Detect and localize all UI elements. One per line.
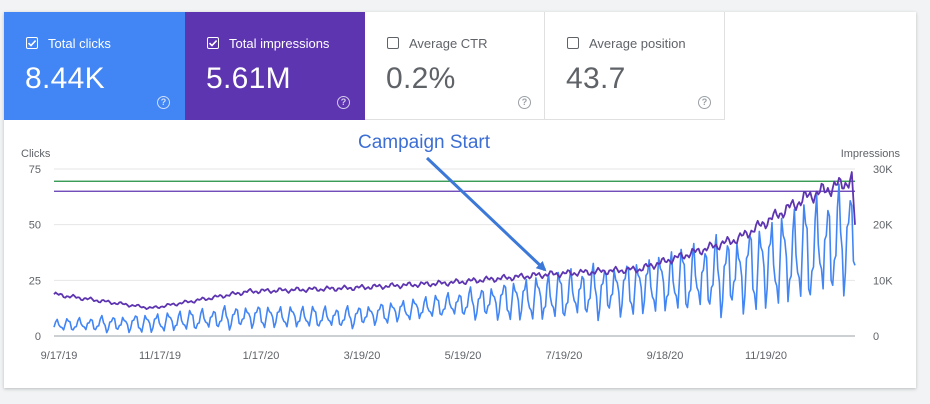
right-tick-label: 30K: [873, 164, 893, 176]
campaign-arrow: [425, 156, 547, 272]
clicks-line: [53, 183, 856, 334]
left-tick-label: 50: [29, 220, 41, 232]
right-tick-label: 0: [873, 331, 879, 343]
performance-card: Total clicks 8.44K ? Total impressions 5…: [4, 12, 916, 388]
average-ctr-value: 0.2%: [386, 62, 456, 95]
average-position-label: Average position: [589, 36, 686, 51]
x-tick-label: 9/18/20: [647, 350, 684, 362]
x-tick-label: 3/19/20: [344, 350, 381, 362]
x-tick-label: 11/17/19: [139, 350, 181, 362]
help-icon[interactable]: ?: [518, 96, 531, 109]
checkbox-unchecked-icon[interactable]: [387, 37, 399, 49]
right-tick-label: 20K: [873, 220, 893, 232]
total-impressions-value: 5.61M: [206, 62, 291, 95]
right-axis-title: Impressions: [841, 148, 901, 160]
total-impressions-tile[interactable]: Total impressions 5.61M ?: [185, 12, 365, 120]
help-icon[interactable]: ?: [698, 96, 711, 109]
checkbox-checked-icon[interactable]: [207, 37, 219, 49]
left-tick-label: 75: [29, 164, 41, 176]
campaign-annotation: Campaign Start: [358, 132, 547, 272]
average-ctr-label: Average CTR: [409, 36, 488, 51]
impressions-line: [53, 171, 856, 311]
total-clicks-tile[interactable]: Total clicks 8.44K ?: [4, 12, 185, 120]
left-axis-title: Clicks: [21, 148, 51, 160]
x-tick-label: 1/17/20: [243, 350, 280, 362]
x-tick-label: 5/19/20: [445, 350, 482, 362]
axes: Clicks Impressions 0 25 50 75 0 10K 20K 30K 9/17…: [21, 148, 901, 362]
total-clicks-value: 8.44K: [25, 62, 105, 95]
total-impressions-label: Total impressions: [229, 36, 330, 51]
campaign-start-label: Campaign Start: [358, 132, 491, 153]
left-tick-label: 25: [29, 275, 41, 287]
x-tick-label: 9/17/19: [41, 350, 78, 362]
help-icon[interactable]: ?: [157, 96, 170, 109]
left-tick-label: 0: [35, 331, 41, 343]
x-tick-label: 11/19/20: [745, 350, 787, 362]
average-position-value: 43.7: [566, 62, 626, 95]
series-lines: [53, 171, 856, 334]
help-icon[interactable]: ?: [337, 96, 350, 109]
right-tick-label: 10K: [873, 275, 893, 287]
average-position-tile[interactable]: Average position 43.7 ?: [545, 12, 725, 120]
checkbox-unchecked-icon[interactable]: [567, 37, 579, 49]
checkbox-checked-icon[interactable]: [26, 37, 38, 49]
x-tick-label: 7/19/20: [546, 350, 583, 362]
reference-lines: [54, 180, 855, 192]
average-ctr-tile[interactable]: Average CTR 0.2% ?: [365, 12, 545, 120]
total-clicks-label: Total clicks: [48, 36, 111, 51]
